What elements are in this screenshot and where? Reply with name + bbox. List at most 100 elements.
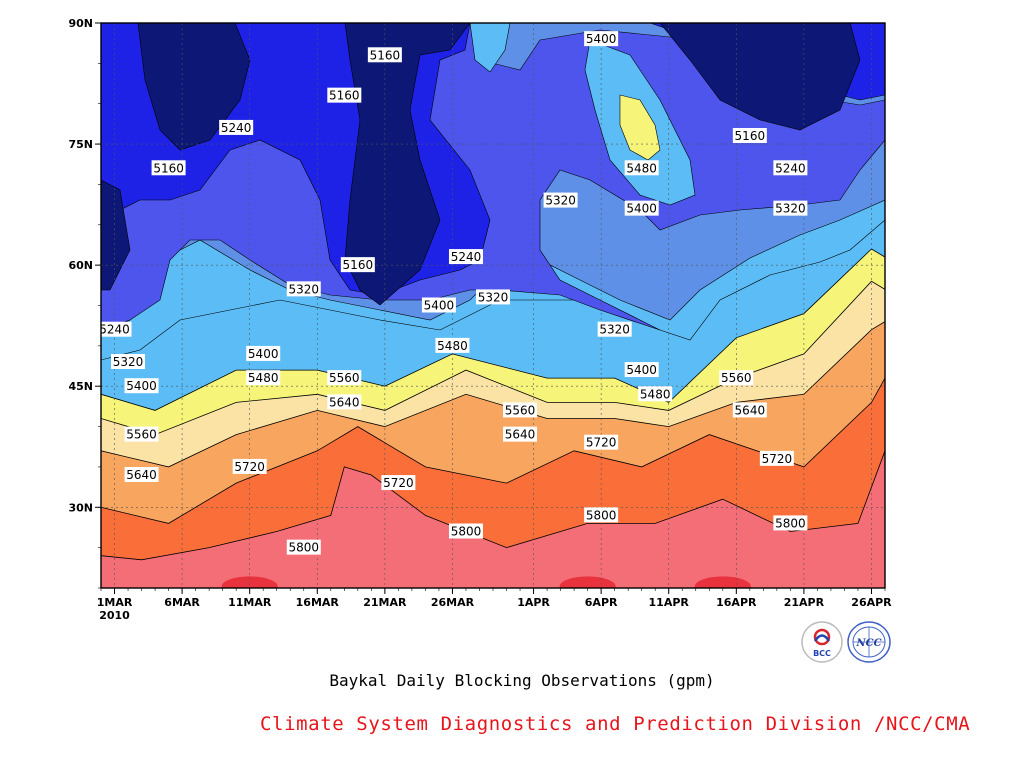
contour-label-bg bbox=[624, 160, 659, 176]
contour-label-text: 5320 bbox=[288, 282, 319, 296]
axes: 1MAR 6MAR 11MAR 16MAR 21MAR 26MAR 1APR 6APR 11AP… bbox=[68, 17, 892, 622]
contour-label-text: 5160 bbox=[735, 129, 766, 143]
contour-label-text: 5480 bbox=[437, 339, 468, 353]
contour-label: 5400 bbox=[421, 297, 456, 313]
contour-label-bg bbox=[327, 87, 362, 103]
contour-label-bg bbox=[773, 200, 808, 216]
x-tick-label: 21MAR bbox=[363, 596, 407, 609]
contour-label-text: 5240 bbox=[451, 250, 482, 264]
contour-label-text: 5400 bbox=[248, 347, 279, 361]
contour-label-text: 5640 bbox=[735, 403, 766, 417]
contour-label: 5160 bbox=[732, 128, 767, 143]
contour-label: 5640 bbox=[503, 426, 538, 442]
contour-label-bg bbox=[732, 402, 767, 418]
band-above-5880-0 bbox=[221, 576, 278, 588]
contour-label-bg bbox=[246, 345, 281, 361]
contour-label: 5800 bbox=[286, 539, 321, 555]
bcc-logo-text: BCC bbox=[813, 649, 831, 658]
contour-label: 5400 bbox=[624, 200, 659, 216]
ncc-logo-text: NCC bbox=[855, 638, 881, 649]
contour-label-bg bbox=[435, 337, 470, 353]
contour-label: 5240 bbox=[99, 321, 132, 337]
contour-label-text: 5800 bbox=[451, 525, 482, 539]
contour-label-bg bbox=[421, 297, 456, 313]
x-year-label: 2010 bbox=[99, 609, 130, 622]
y-tick-label: 90N bbox=[68, 17, 93, 30]
contour-label-text: 5400 bbox=[626, 363, 657, 377]
band-below-5160 bbox=[101, 23, 861, 306]
x-tick-label: 16APR bbox=[716, 596, 757, 609]
y-tick-label: 45N bbox=[68, 380, 93, 393]
band-above-5880-1 bbox=[559, 576, 616, 588]
contour-label-bg bbox=[503, 402, 538, 418]
contour-label: 5720 bbox=[584, 434, 619, 450]
contour-label: 5240 bbox=[773, 160, 808, 176]
contour-label: 5320 bbox=[773, 200, 808, 216]
contour-label: 5400 bbox=[124, 378, 159, 394]
contour-label-text: 5400 bbox=[586, 32, 617, 46]
contour-label-text: 5560 bbox=[505, 403, 536, 417]
contour-label-bg bbox=[101, 321, 132, 337]
chart-title: Baykal Daily Blocking Observations (gpm) bbox=[329, 671, 715, 690]
band-above-5880-2 bbox=[694, 576, 751, 588]
y-tick-label: 30N bbox=[68, 501, 93, 514]
contour-label-text: 5720 bbox=[762, 452, 793, 466]
contour-label-bg bbox=[638, 386, 673, 402]
contour-label: 5320 bbox=[111, 354, 146, 369]
x-tick-label: 11APR bbox=[649, 596, 690, 609]
contour-label-text: 5560 bbox=[721, 371, 752, 385]
contour-label-bg bbox=[584, 507, 619, 523]
contour-label: 5560 bbox=[327, 370, 362, 386]
plot-area: 5160 5400 5160 5240 5160 5160 5480 5240 5320 5400… bbox=[99, 23, 885, 588]
contour-label-bg bbox=[584, 31, 619, 47]
x-tick-label: 16MAR bbox=[296, 596, 340, 609]
contour-label-text: 5720 bbox=[586, 436, 617, 450]
contour-label-text: 5160 bbox=[329, 89, 360, 103]
contour-label: 5480 bbox=[624, 160, 659, 176]
contour-label-bg bbox=[340, 257, 375, 273]
contour-label-bg bbox=[381, 475, 416, 491]
contour-label-bg bbox=[286, 281, 321, 297]
contour-label-text: 5560 bbox=[329, 371, 360, 385]
contour-label: 5480 bbox=[638, 386, 673, 402]
contour-label-bg bbox=[543, 192, 578, 208]
contour-label-bg bbox=[584, 434, 619, 450]
x-tick-label: 21APR bbox=[784, 596, 825, 609]
contour-label-bg bbox=[246, 370, 281, 386]
contour-label-bg bbox=[327, 370, 362, 386]
contour-label-bg bbox=[232, 458, 267, 474]
contour-label-text: 5240 bbox=[99, 323, 130, 337]
contour-label: 5160 bbox=[327, 87, 362, 103]
x-tick-label: 26MAR bbox=[431, 596, 475, 609]
contour-label-text: 5720 bbox=[383, 476, 414, 490]
contour-label: 5560 bbox=[124, 426, 159, 442]
credit-line: Climate System Diagnostics and Predictio… bbox=[260, 713, 971, 735]
x-tick-label: 1MAR bbox=[97, 596, 133, 609]
contour-label-text: 5320 bbox=[478, 290, 509, 304]
contour-label-bg bbox=[124, 467, 159, 482]
contour-label-text: 5320 bbox=[599, 323, 630, 337]
north-contour-regions bbox=[101, 23, 885, 361]
contour-label-bg bbox=[219, 119, 254, 135]
contour-label-text: 5320 bbox=[545, 194, 576, 208]
contour-label: 5400 bbox=[246, 345, 281, 361]
x-tick-label: 6APR bbox=[585, 596, 618, 609]
contour-label: 5160 bbox=[151, 160, 186, 176]
contour-label-bg bbox=[624, 200, 659, 216]
contour-label-bg bbox=[732, 128, 767, 143]
contour-label: 5160 bbox=[367, 47, 402, 63]
contour-label-text: 5640 bbox=[126, 468, 157, 482]
contour-label-text: 5800 bbox=[586, 508, 617, 522]
contour-label-bg bbox=[111, 354, 146, 369]
contour-label-text: 5160 bbox=[343, 258, 374, 272]
contour-label-text: 5480 bbox=[640, 387, 671, 401]
contour-line-5720 bbox=[101, 377, 885, 524]
y-tick-label: 60N bbox=[68, 259, 93, 272]
ncc-logo: NCC bbox=[847, 621, 891, 663]
contour-labels: 5160 5400 5160 5240 5160 5160 5480 5240 5320 5400… bbox=[99, 31, 808, 555]
contour-label-bg bbox=[367, 47, 402, 63]
contour-label: 5320 bbox=[286, 281, 321, 297]
contour-label-text: 5800 bbox=[775, 516, 806, 530]
x-tick-label: 11MAR bbox=[228, 596, 272, 609]
